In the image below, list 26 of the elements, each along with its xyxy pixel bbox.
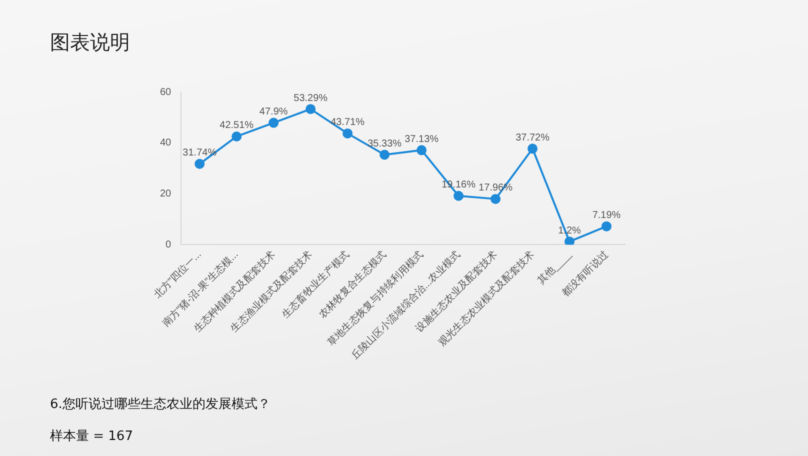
point <box>194 158 205 169</box>
chart-title: 图表说明 <box>50 31 130 56</box>
point <box>268 118 279 128</box>
data-label: 47.9% <box>259 106 288 118</box>
point <box>416 145 427 156</box>
text: 样本量 = 167 <box>50 428 134 446</box>
point <box>490 194 501 204</box>
data-label: 37.72% <box>516 132 550 144</box>
data-label: 53.29% <box>294 92 328 104</box>
data-label: 7.19% <box>592 210 621 222</box>
y-tick-label: 0 <box>166 239 172 250</box>
data-label: 35.33% <box>368 138 402 150</box>
point <box>306 104 316 114</box>
y-tick-label: 60 <box>160 86 172 98</box>
point <box>602 221 612 232</box>
y-tick-label: 40 <box>160 138 172 149</box>
data-label: 37.13% <box>404 134 439 145</box>
point <box>232 131 242 142</box>
point <box>342 128 353 138</box>
point <box>564 236 575 245</box>
point <box>528 144 538 154</box>
point <box>454 190 464 201</box>
text: 6.您听说过哪些生态农业的发展模式？ <box>50 396 270 414</box>
point <box>380 150 390 160</box>
y-tick-label: 20 <box>160 188 172 200</box>
data-label: 42.51% <box>220 120 254 132</box>
